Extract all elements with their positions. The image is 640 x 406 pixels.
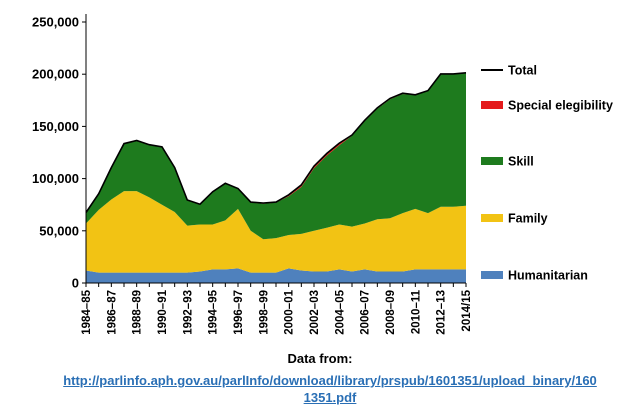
legend-label-humanitarian: Humanitarian	[508, 269, 588, 283]
y-tick-label: 200,000	[32, 67, 79, 82]
x-tick-label: 1998–99	[258, 290, 270, 335]
x-tick-label: 1984–85	[81, 289, 93, 334]
legend-label-skill: Skill	[508, 155, 534, 169]
y-axis-ticks: 0 50,000 100,000 150,000 200,000 250,000	[32, 15, 86, 291]
x-tick-label: 1990–91	[157, 289, 169, 334]
x-tick-label: 1988–89	[132, 290, 144, 335]
legend-label-family: Family	[508, 212, 548, 226]
x-tick-label: 1994–95	[208, 289, 220, 334]
x-tick-label: 2014/15	[461, 289, 473, 331]
legend-label-total: Total	[508, 64, 537, 78]
x-tick-label: 1992–93	[182, 290, 194, 335]
total-line	[85, 72, 467, 213]
legend: Total Special elegibility Skill Family Human…	[481, 64, 613, 283]
legend-label-special-elegibility: Special elegibility	[508, 99, 613, 113]
data-source-label: Data from:	[287, 351, 353, 366]
y-tick-label: 50,000	[39, 223, 79, 238]
legend-swatch-family	[481, 214, 503, 222]
x-tick-label: 2006–07	[360, 290, 372, 335]
legend-swatch-humanitarian	[481, 271, 503, 279]
x-tick-label: 2002–03	[309, 290, 321, 335]
y-tick-label: 100,000	[32, 171, 79, 186]
x-tick-label: 2004–05	[334, 289, 346, 334]
x-tick-label: 2008–09	[385, 290, 397, 335]
x-axis-ticks: 1984–85 1986–87 1988–89 1990–91 1992–93 1994–…	[81, 283, 473, 335]
x-tick-label: 2010–11	[410, 289, 422, 334]
area-layer	[85, 72, 467, 283]
x-tick-label: 1986–87	[106, 290, 118, 335]
y-tick-label: 150,000	[32, 119, 79, 134]
legend-swatch-special-elegibility	[481, 101, 503, 109]
x-tick-label: 2012–13	[436, 290, 448, 335]
y-tick-label: 0	[72, 276, 79, 291]
x-tick-label: 2000–01	[284, 289, 296, 334]
y-tick-label: 250,000	[32, 15, 79, 30]
legend-swatch-skill	[481, 157, 503, 165]
humanitarian-area	[86, 268, 466, 283]
skill-area	[86, 73, 466, 240]
data-source-link[interactable]: http://parlinfo.aph.gov.au/parlInfo/down…	[63, 373, 597, 405]
x-tick-label: 1996–97	[233, 290, 245, 335]
family-area	[86, 191, 466, 273]
